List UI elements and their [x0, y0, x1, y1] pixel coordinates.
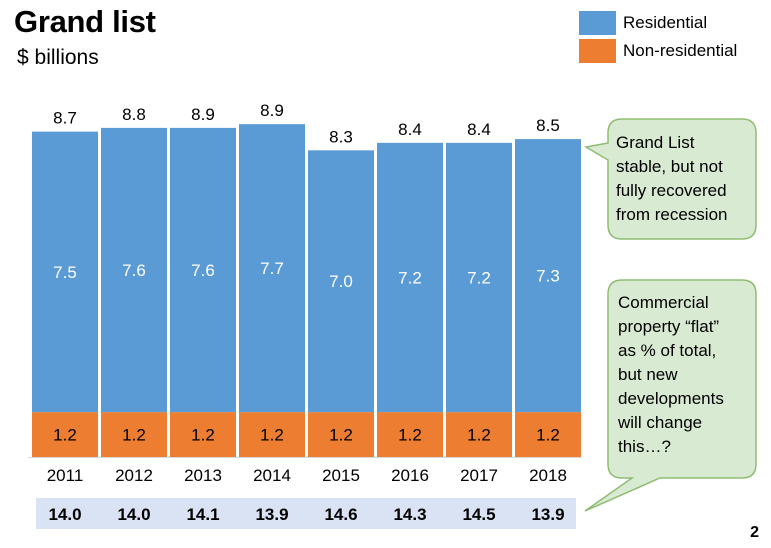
- bar-residential-2015: [308, 150, 374, 413]
- data-label-residential: 7.7: [260, 259, 284, 278]
- bar-residential-2013: [170, 127, 236, 413]
- data-label-non-residential: 1.2: [536, 426, 560, 445]
- bottom-row-value: 13.9: [531, 505, 564, 524]
- callout-commercial-text-line: Commercial: [618, 293, 709, 312]
- callout-grand-list-text-line: fully recovered: [616, 181, 727, 200]
- x-tick-label: 2012: [115, 466, 153, 485]
- bar-non-residential-2015: [308, 412, 374, 457]
- bar-residential-2017: [446, 142, 512, 413]
- data-label-total: 8.7: [53, 109, 77, 128]
- callout-commercial-text-line: as % of total,: [618, 341, 716, 360]
- bar-non-residential-2014: [239, 412, 305, 457]
- bar-residential-2014: [239, 124, 305, 413]
- callout-grand-list-text-line: from recession: [616, 205, 727, 224]
- callout-box-commercial: [584, 279, 757, 512]
- legend-label-non-residential: Non-residential: [623, 41, 738, 60]
- bar-non-residential-2018: [515, 412, 581, 457]
- data-label-residential: 7.2: [398, 268, 422, 287]
- callout-grand-list-text-line: Grand List: [616, 133, 695, 152]
- callout-commercial-text-line: will change: [617, 413, 702, 432]
- callout-box-grand-list: [583, 118, 757, 240]
- bottom-row-value: 13.9: [255, 505, 288, 524]
- chart-title: Grand list: [14, 4, 156, 39]
- x-tick-label: 2015: [322, 466, 360, 485]
- bar-non-residential-2011: [32, 412, 98, 457]
- data-label-total: 8.8: [122, 105, 146, 124]
- x-tick-label: 2016: [391, 466, 429, 485]
- legend-swatch-residential: [579, 11, 616, 35]
- data-label-non-residential: 1.2: [53, 426, 77, 445]
- bottom-row-value: 14.0: [48, 505, 81, 524]
- data-label-residential: 7.6: [122, 261, 146, 280]
- data-label-total: 8.4: [398, 120, 422, 139]
- data-label-total: 8.4: [467, 120, 491, 139]
- bar-residential-2012: [101, 127, 167, 413]
- bottom-row-value: 14.5: [462, 505, 495, 524]
- data-label-total: 8.9: [260, 101, 284, 120]
- bar-non-residential-2016: [377, 412, 443, 457]
- bottom-row-value: 14.0: [117, 505, 150, 524]
- legend-item-non-residential: Non-residential: [579, 39, 737, 63]
- bar-residential-2011: [32, 131, 98, 413]
- callout-commercial-text-line: but new: [618, 365, 678, 384]
- data-label-total: 8.5: [536, 116, 560, 135]
- data-label-total: 8.9: [191, 105, 215, 124]
- legend-item-residential: Residential: [579, 11, 707, 35]
- callout-grand-list-text-line: stable, but not: [616, 157, 723, 176]
- callout-commercial-text-line: this…?: [618, 437, 671, 456]
- page-number: 2: [750, 524, 759, 541]
- callout-commercial-text-line: property “flat”: [618, 317, 719, 336]
- data-label-residential: 7.6: [191, 261, 215, 280]
- data-label-non-residential: 1.2: [467, 426, 491, 445]
- bottom-row-value: 14.1: [186, 505, 219, 524]
- bar-non-residential-2013: [170, 412, 236, 457]
- bar-residential-2018: [515, 139, 581, 413]
- data-label-residential: 7.5: [53, 263, 77, 282]
- data-label-non-residential: 1.2: [122, 426, 146, 445]
- bottom-row-value: 14.6: [324, 505, 357, 524]
- totals-band: [36, 498, 576, 529]
- chart-subtitle: $ billions: [17, 46, 99, 69]
- bar-non-residential-2017: [446, 412, 512, 457]
- x-tick-label: 2014: [253, 466, 291, 485]
- x-tick-label: 2011: [47, 466, 84, 485]
- data-label-total: 8.3: [329, 127, 353, 146]
- data-label-non-residential: 1.2: [260, 426, 284, 445]
- data-label-residential: 7.2: [467, 268, 491, 287]
- x-tick-label: 2018: [529, 466, 567, 485]
- legend-swatch-non-residential: [579, 39, 616, 63]
- legend-label-residential: Residential: [623, 13, 708, 32]
- data-label-non-residential: 1.2: [329, 426, 353, 445]
- x-tick-label: 2017: [460, 466, 498, 485]
- data-label-residential: 7.3: [536, 267, 560, 286]
- data-label-non-residential: 1.2: [398, 426, 422, 445]
- x-tick-label: 2013: [184, 466, 222, 485]
- data-label-non-residential: 1.2: [191, 426, 215, 445]
- bar-non-residential-2012: [101, 412, 167, 457]
- callout-commercial-text-line: developments: [618, 389, 724, 408]
- data-label-residential: 7.0: [329, 272, 353, 291]
- bar-residential-2016: [377, 142, 443, 413]
- bottom-row-value: 14.3: [393, 505, 426, 524]
